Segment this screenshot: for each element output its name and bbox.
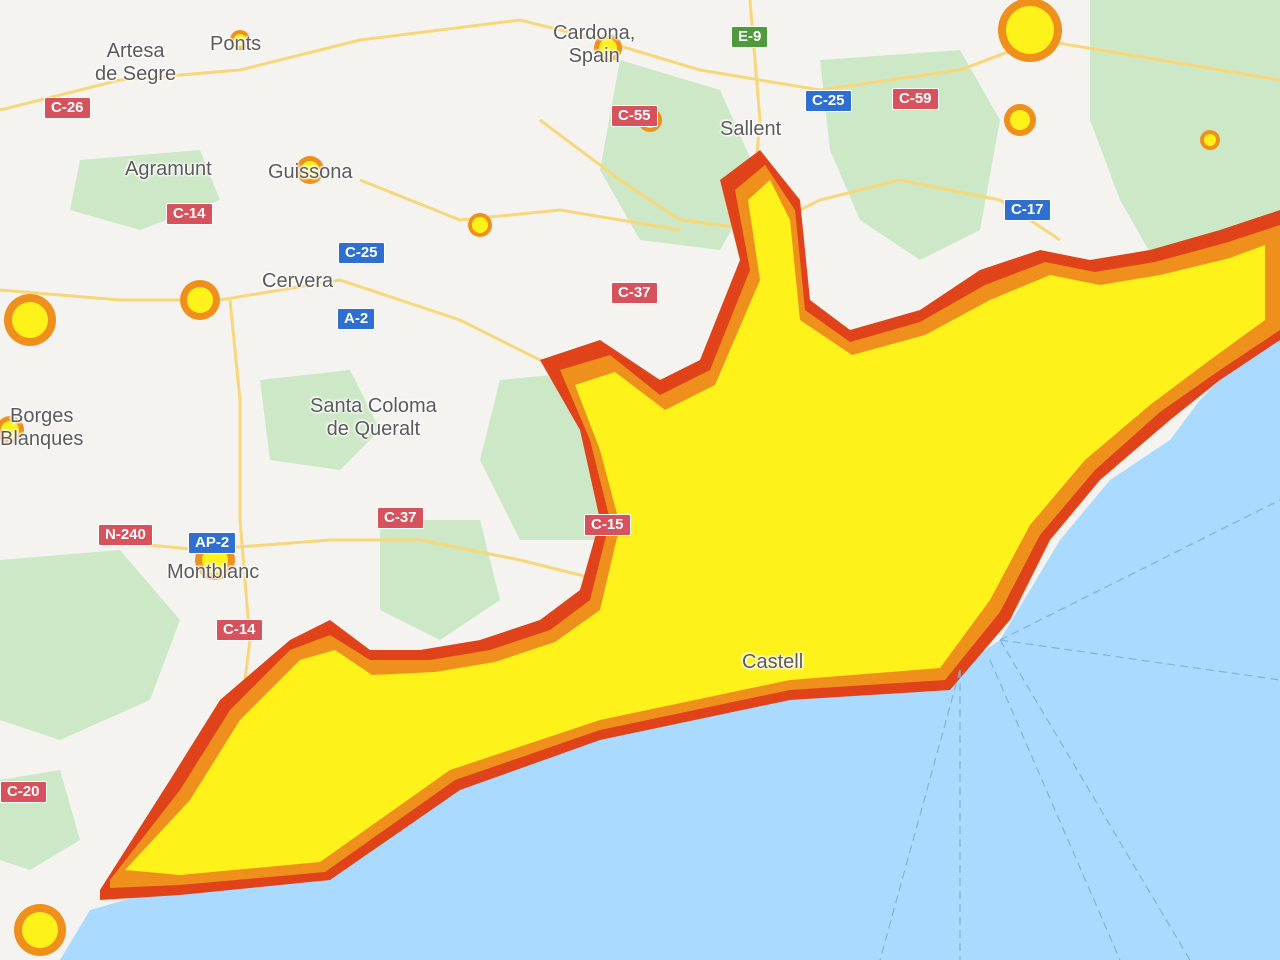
heat-overlay-spots	[0, 0, 1220, 956]
road-shield-c25-east: C-25	[805, 90, 852, 112]
road-shield-c14-south: C-14	[216, 619, 263, 641]
road-shield-c17: C-17	[1004, 199, 1051, 221]
road-shield-c37-north: C-37	[611, 282, 658, 304]
ferry-routes	[879, 499, 1280, 960]
heat-overlay-low	[125, 180, 1265, 875]
road-shield-c55: C-55	[611, 105, 658, 127]
road-shield-c59: C-59	[892, 88, 939, 110]
road-shield-a2-north: A-2	[337, 308, 376, 330]
road-shield-c25-west: C-25	[338, 242, 385, 264]
road-shield-n240: N-240	[98, 524, 153, 546]
road-shield-c14-north: C-14	[166, 203, 213, 225]
road-shield-ap2: AP-2	[188, 532, 237, 554]
road-shield-c26: C-26	[44, 97, 91, 119]
road-shield-c20: C-20	[0, 781, 47, 803]
road-shield-c15: C-15	[584, 514, 631, 536]
road-shield-c37-south: C-37	[377, 507, 424, 529]
road-shield-e9: E-9	[731, 26, 769, 48]
